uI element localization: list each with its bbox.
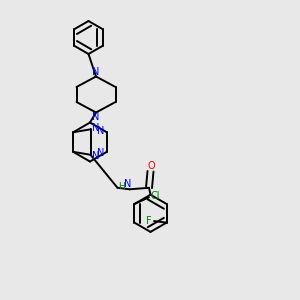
Text: N: N: [92, 123, 100, 133]
Text: N: N: [97, 126, 104, 136]
Text: N: N: [97, 148, 104, 158]
Text: F: F: [146, 215, 152, 226]
Text: Cl: Cl: [150, 190, 160, 201]
Text: N: N: [92, 151, 100, 161]
Text: N: N: [92, 112, 100, 122]
Text: O: O: [148, 161, 155, 171]
Text: N: N: [124, 179, 132, 189]
Text: H: H: [118, 182, 124, 191]
Text: N: N: [92, 67, 100, 77]
